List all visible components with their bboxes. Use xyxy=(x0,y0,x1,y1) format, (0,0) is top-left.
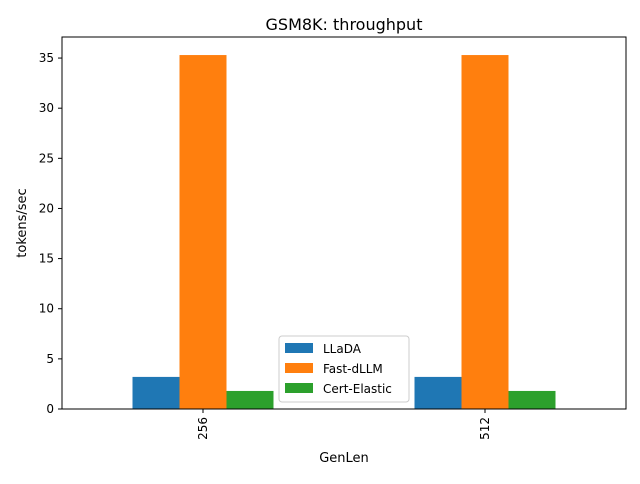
y-tick-label: 30 xyxy=(39,101,54,115)
bar-llada-512 xyxy=(414,376,462,409)
bars-layer xyxy=(132,55,556,410)
bar-fast-dllm-512 xyxy=(461,55,509,410)
x-tick-label: 512 xyxy=(478,417,492,440)
legend-label: Fast-dLLM xyxy=(323,362,383,376)
chart-title: GSM8K: throughput xyxy=(266,15,423,34)
x-axis: 256 512 xyxy=(196,409,492,440)
y-tick-label: 5 xyxy=(46,352,54,366)
bar-llada-256 xyxy=(132,376,180,409)
x-axis-label: GenLen xyxy=(319,451,369,466)
bar-cert-elastic-256 xyxy=(226,390,274,409)
legend-label: Cert-Elastic xyxy=(323,382,392,396)
bar-cert-elastic-512 xyxy=(508,390,556,409)
y-tick-label: 10 xyxy=(39,302,54,316)
legend-swatch xyxy=(285,343,313,353)
y-tick-label: 25 xyxy=(39,151,54,165)
y-tick-label: 0 xyxy=(46,402,54,416)
legend-swatch xyxy=(285,363,313,373)
y-tick-label: 20 xyxy=(39,201,54,215)
legend-swatch xyxy=(285,383,313,393)
y-tick-label: 15 xyxy=(39,252,54,266)
x-tick-label: 256 xyxy=(196,417,210,440)
legend-label: LLaDA xyxy=(323,342,362,356)
plot-frame xyxy=(61,36,627,410)
y-axis-label: tokens/sec xyxy=(15,188,30,257)
legend: LLaDA Fast-dLLM Cert-Elastic xyxy=(278,335,410,403)
y-axis: 0 5 10 15 20 25 30 35 xyxy=(39,51,62,416)
y-tick-label: 35 xyxy=(39,51,54,65)
bar-fast-dllm-256 xyxy=(179,55,227,410)
